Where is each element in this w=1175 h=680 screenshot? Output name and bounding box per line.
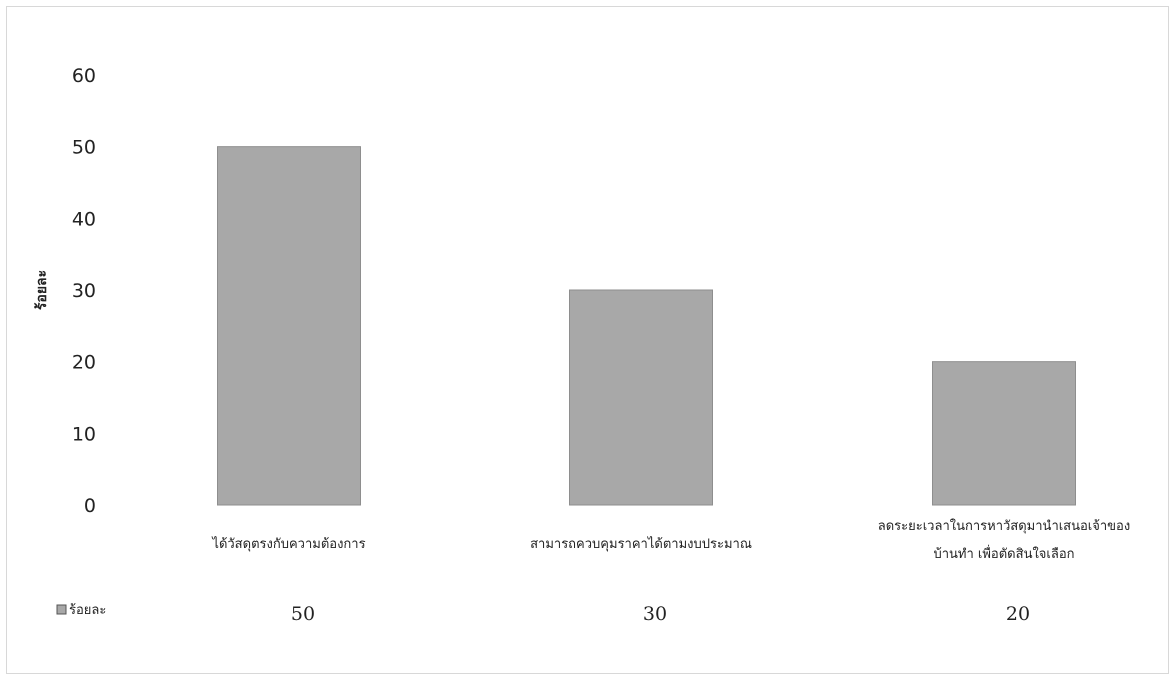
category-labels: ได้วัสดุตรงกับความต้องการ สามารถควบคุมราค…	[211, 518, 1130, 562]
y-tick-label: 50	[72, 137, 96, 159]
y-tick-label: 0	[84, 495, 96, 517]
category-label: สามารถควบคุมราคาได้ตามงบประมาณ	[530, 536, 752, 552]
data-table-value: 30	[643, 603, 667, 625]
legend-key	[56, 604, 67, 615]
data-table-value: 50	[291, 603, 315, 625]
category-label: บ้านทำ เพื่อตัดสินใจเลือก	[933, 545, 1074, 562]
y-axis-label: ร้อยละ	[34, 270, 50, 310]
y-axis-ticks: 0 10 20 30 40 50 60	[72, 65, 96, 517]
chart-frame	[6, 6, 1169, 674]
bar	[569, 289, 713, 506]
category-label: ได้วัสดุตรงกับความต้องการ	[211, 536, 365, 552]
bar	[932, 361, 1076, 506]
data-table: 50 30 20	[291, 603, 1030, 625]
y-tick-label: 60	[72, 65, 96, 87]
legend-label: ร้อยละ	[69, 603, 106, 618]
legend: ร้อยละ	[56, 603, 106, 618]
data-table-value: 20	[1006, 603, 1030, 625]
y-tick-label: 30	[72, 280, 96, 302]
y-tick-label: 10	[72, 423, 96, 445]
bars	[217, 146, 1076, 506]
y-tick-label: 20	[72, 352, 96, 374]
y-tick-label: 40	[72, 208, 96, 230]
bar	[217, 146, 361, 506]
category-label: ลดระยะเวลาในการหาวัสดุมานำเสนอเจ้าของ	[878, 518, 1130, 534]
